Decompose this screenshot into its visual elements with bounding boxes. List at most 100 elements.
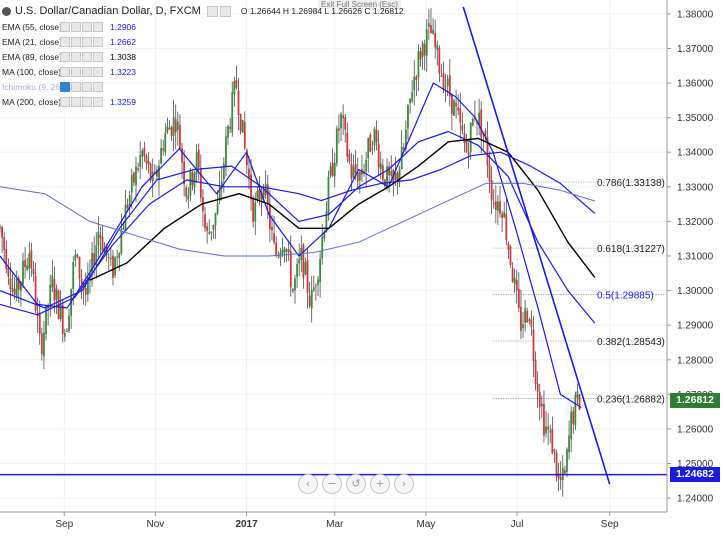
indicator-source-icon[interactable] bbox=[82, 22, 92, 32]
indicator-eye-icon[interactable] bbox=[60, 82, 70, 92]
candle bbox=[166, 117, 169, 135]
indicator-row[interactable]: EMA (89, close) 1.3038 bbox=[2, 50, 136, 64]
indicator-source-icon[interactable] bbox=[82, 82, 92, 92]
candle bbox=[7, 258, 10, 285]
candle-body bbox=[285, 249, 288, 252]
indicator-source-icon[interactable] bbox=[82, 37, 92, 47]
candle bbox=[72, 256, 75, 306]
candle-body bbox=[494, 201, 497, 211]
indicator-close-icon[interactable] bbox=[93, 97, 103, 107]
zoom-out-button[interactable]: − bbox=[322, 474, 342, 494]
candle bbox=[478, 98, 480, 135]
candle-body bbox=[20, 282, 22, 291]
indicator-settings-icon[interactable] bbox=[71, 67, 81, 77]
candle-body bbox=[317, 279, 319, 286]
candle bbox=[572, 406, 575, 434]
indicator-settings-icon[interactable] bbox=[71, 52, 81, 62]
indicator-eye-icon[interactable] bbox=[60, 97, 70, 107]
candle bbox=[139, 141, 142, 180]
candle bbox=[522, 312, 524, 338]
indicator-settings-icon[interactable] bbox=[71, 22, 81, 32]
candle bbox=[135, 156, 137, 202]
fib-level-label: 0.382(1.28543) bbox=[597, 337, 665, 348]
candle-body bbox=[128, 194, 131, 207]
candle bbox=[536, 371, 539, 408]
candle bbox=[421, 40, 424, 70]
indicator-close-icon[interactable] bbox=[93, 52, 103, 62]
candle-body bbox=[369, 134, 372, 152]
trendline[interactable] bbox=[462, 6, 611, 485]
candle-body bbox=[555, 451, 558, 477]
candle-body bbox=[547, 426, 550, 430]
candle-body bbox=[84, 288, 87, 295]
reset-view-button[interactable]: ↺ bbox=[346, 474, 366, 494]
candle-body bbox=[114, 257, 116, 276]
candle-body bbox=[281, 249, 284, 254]
indicator-source-icon[interactable] bbox=[82, 67, 92, 77]
candle-body bbox=[540, 403, 543, 406]
indicator-row[interactable]: EMA (55, close) 1.2906 bbox=[2, 20, 136, 34]
indicator-settings-icon[interactable] bbox=[71, 37, 81, 47]
indicator-eye-icon[interactable] bbox=[60, 67, 70, 77]
candle-body bbox=[271, 226, 273, 231]
candle bbox=[377, 130, 380, 177]
indicator-close-icon[interactable] bbox=[93, 82, 103, 92]
support-price-tag: 1.24682 bbox=[670, 467, 720, 483]
fib-level-label: 0.5(1.29885) bbox=[597, 291, 654, 302]
candle bbox=[333, 152, 336, 188]
candle-body bbox=[570, 411, 573, 439]
candle bbox=[438, 45, 441, 83]
scroll-left-button[interactable]: ‹ bbox=[298, 474, 318, 494]
indicator-close-icon[interactable] bbox=[93, 67, 103, 77]
candle-body bbox=[283, 248, 286, 253]
indicator-settings-icon[interactable] bbox=[71, 82, 81, 92]
trendline-layer[interactable] bbox=[462, 6, 611, 485]
candle-body bbox=[206, 226, 209, 232]
indicator-settings-icon[interactable] bbox=[71, 97, 81, 107]
indicator-row[interactable]: MA (100, close) 1.3223 bbox=[2, 65, 136, 79]
candle bbox=[0, 224, 1, 233]
symbol-visibility-icon[interactable] bbox=[219, 5, 231, 17]
y-tick-label: 1.36000 bbox=[677, 79, 714, 90]
candle bbox=[189, 168, 192, 202]
candle bbox=[446, 74, 449, 97]
candle bbox=[128, 191, 131, 218]
candle-body bbox=[275, 242, 278, 255]
candle-body bbox=[63, 332, 66, 337]
candle-body bbox=[78, 256, 81, 279]
candle-body bbox=[107, 257, 110, 258]
candle-body bbox=[214, 213, 217, 226]
candle bbox=[331, 148, 334, 178]
candle bbox=[147, 151, 150, 174]
candle-body bbox=[394, 172, 397, 180]
collapse-legend-icon[interactable] bbox=[2, 6, 11, 16]
candle bbox=[308, 281, 311, 309]
candle bbox=[43, 320, 45, 370]
candle-body bbox=[53, 278, 56, 301]
candle-body bbox=[513, 277, 516, 285]
indicator-row[interactable]: Ichimoku (9, 26, 52, 26) bbox=[2, 80, 110, 94]
candle-body bbox=[434, 33, 437, 48]
indicator-eye-icon[interactable] bbox=[60, 37, 70, 47]
indicator-source-icon[interactable] bbox=[82, 97, 92, 107]
candle bbox=[451, 93, 453, 131]
indicator-row[interactable]: MA (200, close) 1.3259 bbox=[2, 95, 136, 109]
indicator-eye-icon[interactable] bbox=[60, 52, 70, 62]
indicator-close-icon[interactable] bbox=[93, 22, 103, 32]
zoom-in-button[interactable]: + bbox=[370, 474, 390, 494]
indicator-source-icon[interactable] bbox=[82, 52, 92, 62]
candle bbox=[528, 317, 531, 325]
indicator-row[interactable]: EMA (21, close) 1.2662 bbox=[2, 35, 136, 49]
candle bbox=[49, 274, 52, 317]
candle bbox=[298, 243, 301, 277]
indicator-eye-icon[interactable] bbox=[60, 22, 70, 32]
price-axis[interactable]: 1.38000 1.37000 1.36000 1.35000 1.34000 1.330… bbox=[667, 9, 714, 505]
scroll-right-button[interactable]: › bbox=[394, 474, 414, 494]
candle-body bbox=[329, 166, 332, 176]
time-axis[interactable]: Sep Nov 2017 Mar May Jul Sep bbox=[55, 512, 619, 530]
candle bbox=[158, 159, 160, 197]
indicator-close-icon[interactable] bbox=[93, 37, 103, 47]
symbol-settings-icon[interactable] bbox=[206, 5, 218, 17]
candle bbox=[63, 328, 66, 342]
